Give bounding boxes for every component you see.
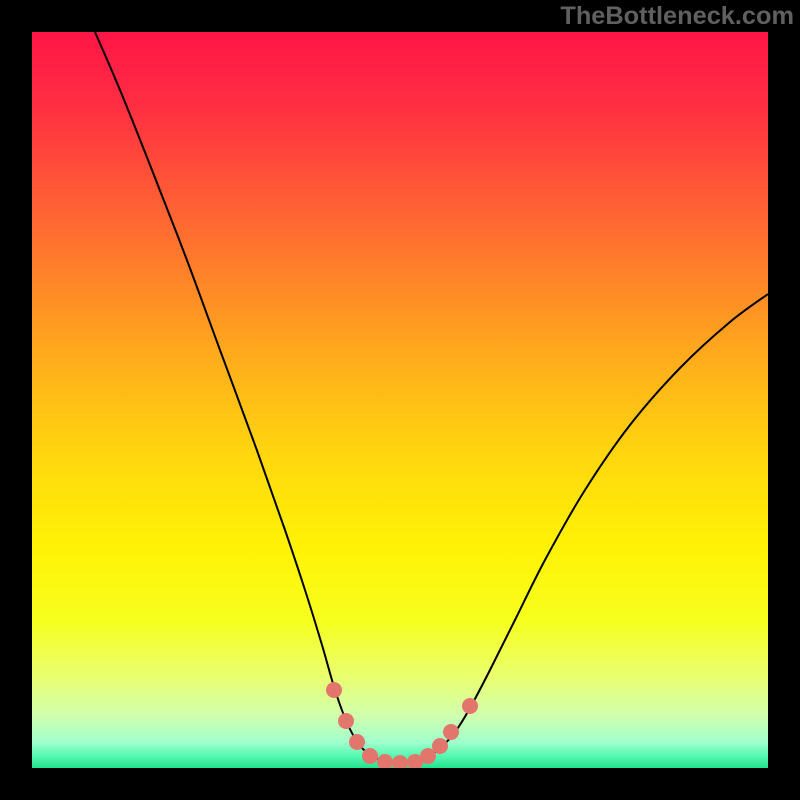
optimal-marker — [392, 755, 408, 771]
optimal-marker — [338, 713, 354, 729]
optimal-marker — [349, 734, 365, 750]
optimal-marker — [362, 748, 378, 764]
optimal-marker — [432, 738, 448, 754]
optimal-marker — [443, 724, 459, 740]
curve-layer — [0, 0, 800, 800]
optimal-marker — [462, 698, 478, 714]
bottleneck-curve — [95, 32, 768, 763]
optimal-marker — [377, 754, 393, 770]
watermark-text: TheBottleneck.com — [560, 2, 794, 31]
chart-stage: TheBottleneck.com — [0, 0, 800, 800]
optimal-marker — [326, 682, 342, 698]
